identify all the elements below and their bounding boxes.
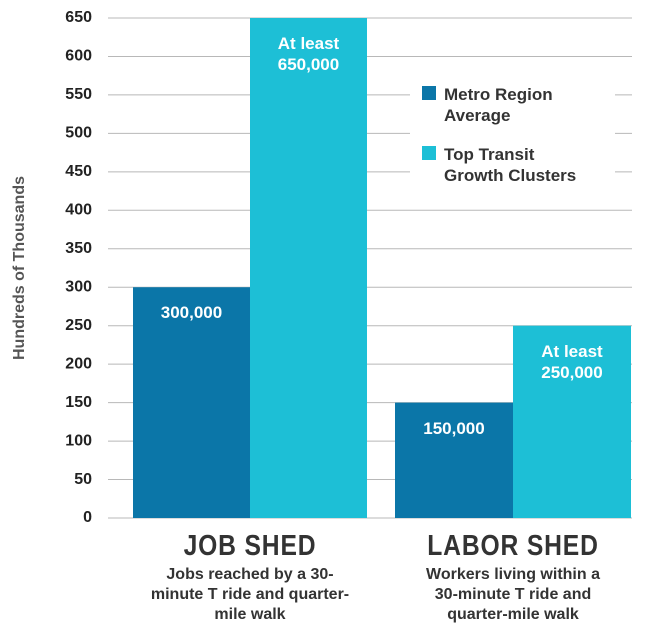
y-tick-label: 100 xyxy=(65,432,92,449)
y-tick-label: 350 xyxy=(65,240,92,257)
bar xyxy=(513,325,631,518)
bar-value-label: 150,000 xyxy=(423,418,485,438)
legend-swatch xyxy=(422,146,436,160)
y-tick-label: 300 xyxy=(65,278,92,295)
category-label: LABOR SHED xyxy=(427,530,599,562)
legend-background xyxy=(410,76,615,198)
y-axis-label: Hundreds of Thousands xyxy=(11,176,28,360)
y-tick-label: 200 xyxy=(65,355,92,372)
y-tick-label: 450 xyxy=(65,163,92,180)
bar-value-label: At least 250,000 xyxy=(541,341,603,382)
bar-value-label: At least 650,000 xyxy=(277,34,340,75)
y-tick-label: 600 xyxy=(65,48,92,65)
y-tick-label: 50 xyxy=(74,471,92,488)
bar xyxy=(133,287,250,518)
legend-label: Top Transit Growth Clusters xyxy=(444,145,577,186)
legend-swatch xyxy=(422,86,436,100)
bar-value-label: 300,000 xyxy=(160,303,223,323)
bar xyxy=(395,402,513,518)
y-tick-label: 150 xyxy=(65,394,92,411)
y-tick-label: 500 xyxy=(65,125,92,142)
y-tick-label: 0 xyxy=(83,509,92,526)
bar xyxy=(250,18,367,518)
y-tick-label: 550 xyxy=(65,86,92,103)
y-tick-label: 650 xyxy=(65,9,92,26)
category-label: JOB SHED xyxy=(183,530,317,562)
y-tick-label: 400 xyxy=(65,202,92,219)
y-tick-label: 250 xyxy=(65,317,92,334)
legend-label: Metro Region Average xyxy=(444,85,553,126)
category-description: Jobs reached by a 30-minute T ride and q… xyxy=(150,566,350,623)
category-description: Workers living within a 30-minute T ride… xyxy=(426,566,600,623)
